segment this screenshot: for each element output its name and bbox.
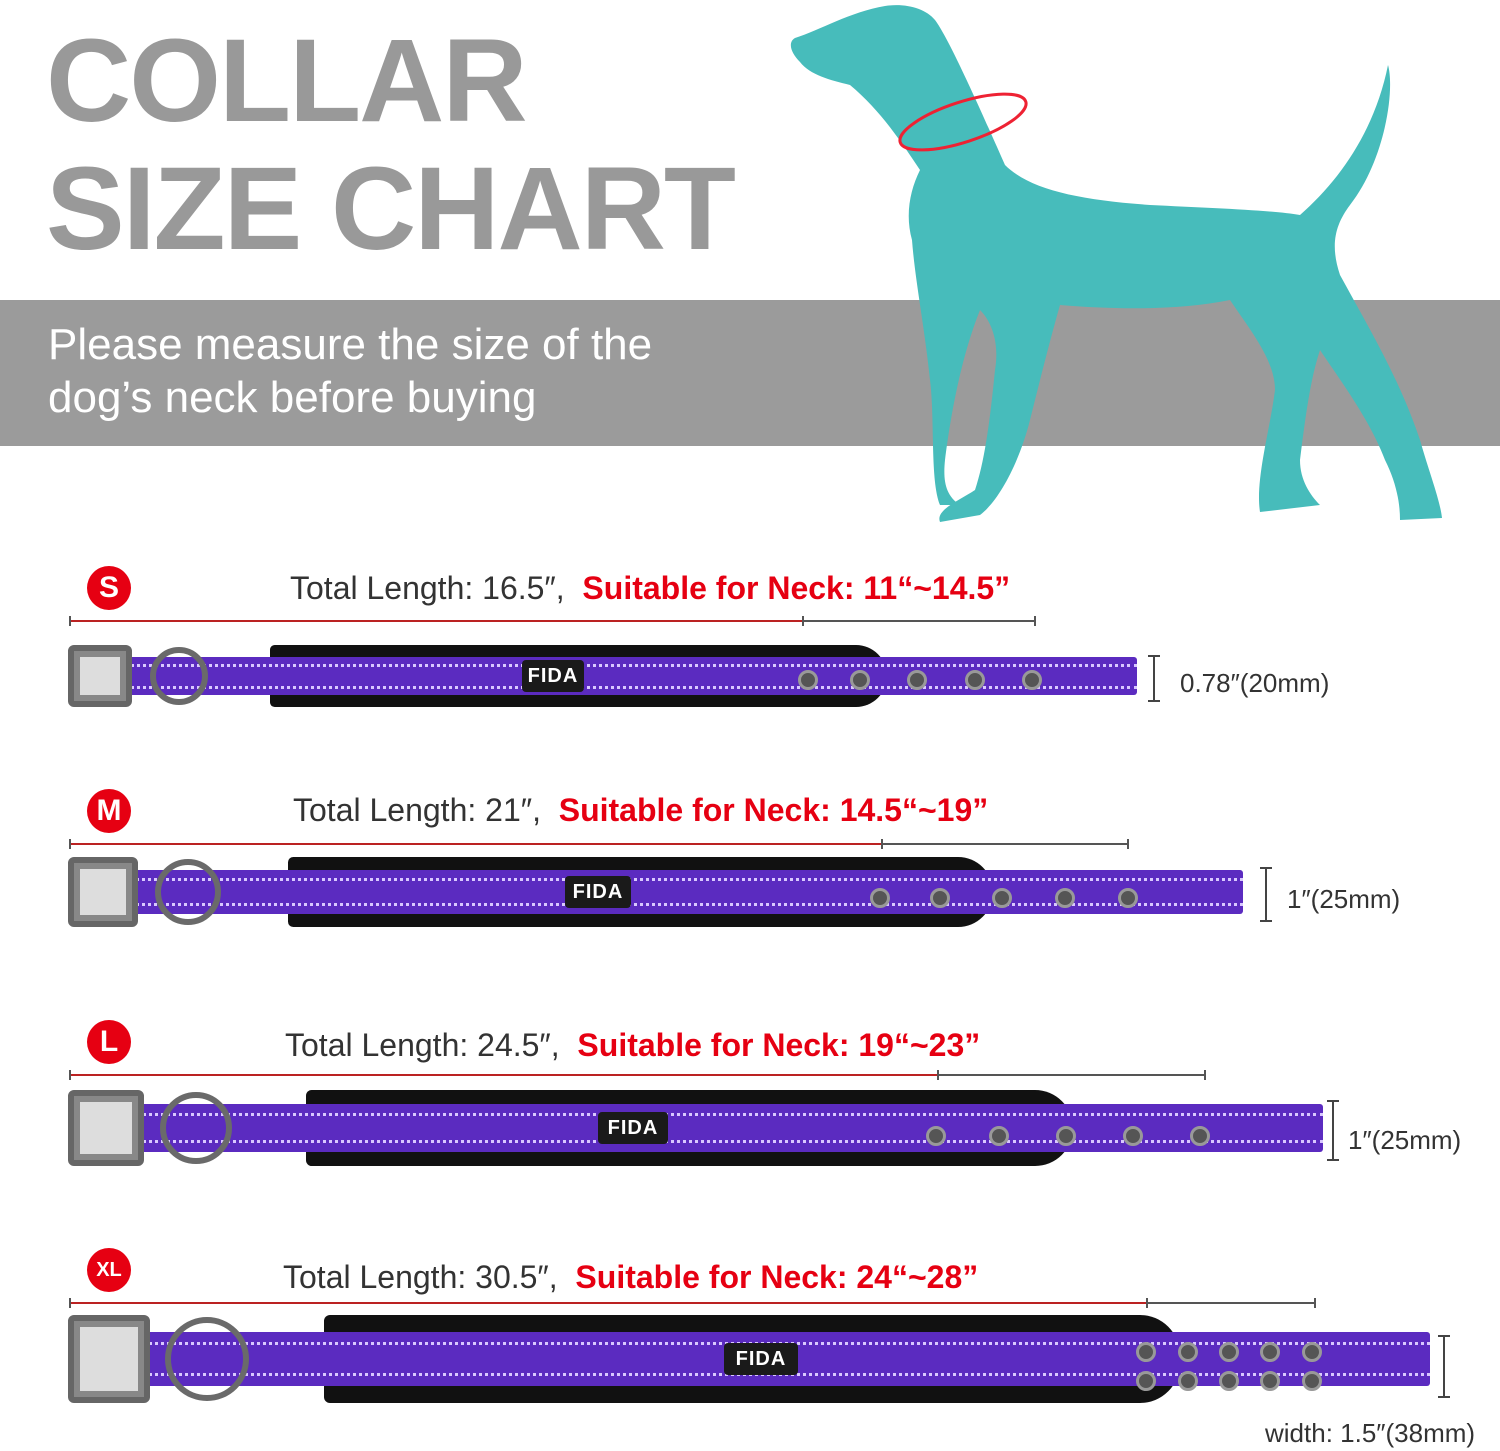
grommet-hole xyxy=(1056,1126,1076,1146)
grommet-hole xyxy=(1178,1342,1198,1362)
line-tick xyxy=(69,616,71,626)
brand-label: FIDA xyxy=(522,660,584,692)
grommet-hole xyxy=(870,888,890,908)
line-tick xyxy=(802,616,804,626)
line-tick xyxy=(1034,616,1036,626)
size-badge: S xyxy=(87,566,131,610)
line-tick xyxy=(69,1070,71,1080)
line-tick xyxy=(69,839,71,849)
width-bracket xyxy=(1327,1100,1339,1161)
buckle-icon xyxy=(68,645,132,707)
d-ring-icon xyxy=(150,647,208,705)
total-length-line xyxy=(70,1302,1147,1304)
grommet-hole xyxy=(850,670,870,690)
grommet-hole xyxy=(1055,888,1075,908)
total-length-line xyxy=(70,1074,938,1076)
grommet-hole xyxy=(1118,888,1138,908)
line-tick xyxy=(1127,839,1129,849)
grommet-hole xyxy=(1219,1371,1239,1391)
line-tick xyxy=(881,839,883,849)
collar-strap xyxy=(100,870,1243,914)
grommet-hole xyxy=(1190,1126,1210,1146)
line-tick xyxy=(1146,1298,1148,1308)
width-bracket xyxy=(1260,867,1272,922)
neck-measure-ring xyxy=(898,92,1028,152)
length-text: Total Length: 24.5″, Suitable for Neck: … xyxy=(285,1027,980,1064)
buckle-icon xyxy=(68,857,138,927)
total-length: Total Length: 24.5″, xyxy=(285,1027,560,1063)
length-text: Total Length: 30.5″, Suitable for Neck: … xyxy=(283,1259,978,1296)
line-tick xyxy=(1204,1070,1206,1080)
neck-range: Suitable for Neck: 19“~23” xyxy=(577,1027,981,1063)
adjust-range-line xyxy=(882,843,1128,845)
total-length: Total Length: 30.5″, xyxy=(283,1259,558,1295)
grommet-hole xyxy=(989,1126,1009,1146)
grommet-hole xyxy=(798,670,818,690)
size-badge: M xyxy=(87,789,131,833)
total-length: Total Length: 16.5″, xyxy=(290,570,565,606)
width-label: 1″(25mm) xyxy=(1348,1125,1462,1155)
adjust-range-line xyxy=(938,1074,1205,1076)
grommet-hole xyxy=(1136,1371,1156,1391)
line-tick xyxy=(937,1070,939,1080)
instruction-line-2: dog’s neck before buying xyxy=(48,373,537,422)
adjust-range-line xyxy=(803,620,1035,622)
grommet-hole xyxy=(1136,1342,1156,1362)
brand-label: FIDA xyxy=(565,876,631,908)
collar-strap xyxy=(100,1104,1323,1152)
grommet-hole xyxy=(930,888,950,908)
collar-strap xyxy=(100,656,1137,696)
width-bracket xyxy=(1148,655,1160,702)
grommet-hole xyxy=(992,888,1012,908)
grommet-hole xyxy=(1178,1371,1198,1391)
dog-silhouette-icon xyxy=(790,5,1442,523)
adjust-range-line xyxy=(1147,1302,1315,1304)
grommet-hole xyxy=(1302,1342,1322,1362)
grommet-hole xyxy=(1219,1342,1239,1362)
grommet-hole xyxy=(1302,1371,1322,1391)
instruction-text: Please measure the size of the dog’s nec… xyxy=(48,318,652,424)
grommet-hole xyxy=(1022,670,1042,690)
d-ring-icon xyxy=(155,859,221,925)
width-label: 0.78″(20mm) xyxy=(1180,668,1330,698)
instruction-line-1: Please measure the size of the xyxy=(48,320,653,369)
line-tick xyxy=(1314,1298,1316,1308)
grommet-hole xyxy=(965,670,985,690)
neck-range: Suitable for Neck: 14.5“~19” xyxy=(558,792,989,828)
grommet-hole xyxy=(1260,1371,1280,1391)
grommet-hole xyxy=(926,1126,946,1146)
line-tick xyxy=(69,1298,71,1308)
buckle-icon xyxy=(68,1090,144,1166)
size-badge: L xyxy=(87,1020,131,1064)
width-label: width: 1.5″(38mm) xyxy=(1265,1418,1476,1448)
buckle-icon xyxy=(68,1315,150,1403)
neck-range: Suitable for Neck: 24“~28” xyxy=(575,1259,979,1295)
neck-range: Suitable for Neck: 11“~14.5” xyxy=(582,570,1011,606)
d-ring-icon xyxy=(160,1092,232,1164)
total-length: Total Length: 21″, xyxy=(293,792,541,828)
brand-label: FIDA xyxy=(598,1112,668,1144)
total-length-line xyxy=(70,843,882,845)
title-line-2: SIZE CHART xyxy=(46,143,736,275)
length-text: Total Length: 16.5″, Suitable for Neck: … xyxy=(290,570,1010,607)
total-length-line xyxy=(70,620,803,622)
grommet-hole xyxy=(1123,1126,1143,1146)
size-badge: XL xyxy=(87,1248,131,1292)
grommet-hole xyxy=(1260,1342,1280,1362)
width-label: 1″(25mm) xyxy=(1287,884,1401,914)
grommet-hole xyxy=(907,670,927,690)
brand-label: FIDA xyxy=(724,1343,798,1375)
d-ring-icon xyxy=(165,1317,249,1401)
length-text: Total Length: 21″, Suitable for Neck: 14… xyxy=(293,792,988,829)
title-line-1: COLLAR xyxy=(46,15,528,147)
width-bracket xyxy=(1438,1335,1450,1398)
